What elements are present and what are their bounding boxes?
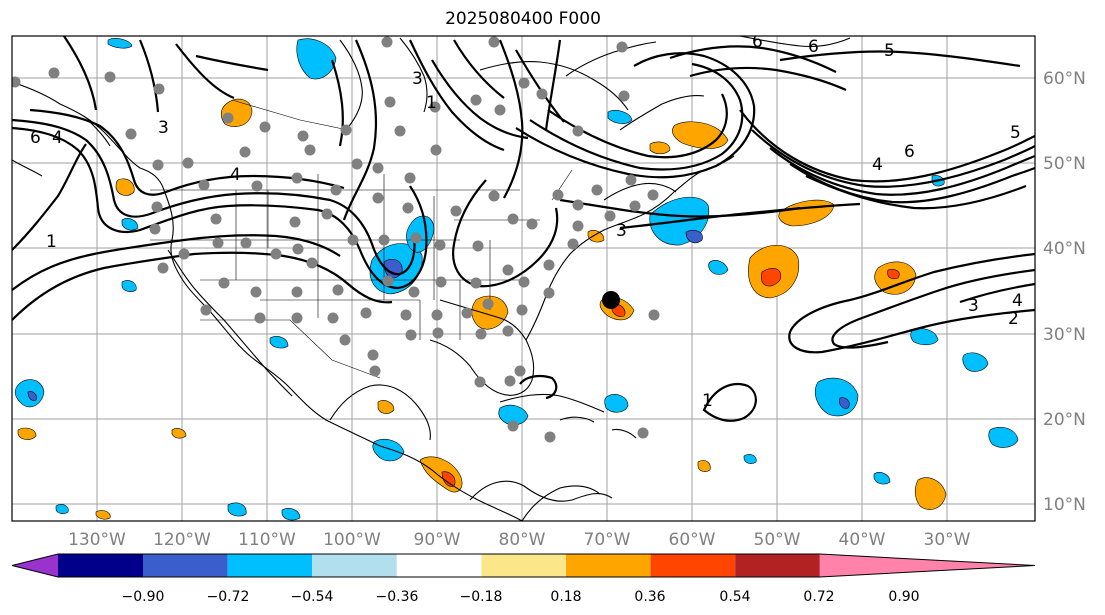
colorbar-tick-label: −0.72 bbox=[207, 589, 250, 605]
colorbar-tick-label: 0.90 bbox=[888, 589, 919, 605]
lat-label: 10°N bbox=[1043, 495, 1086, 515]
contour-label: 6 bbox=[904, 142, 915, 162]
colorbar-tick-label: −0.54 bbox=[291, 589, 334, 605]
colorbar-tick-label: 0.54 bbox=[719, 589, 750, 605]
colorbar-segment bbox=[650, 554, 736, 577]
contour-label: 1 bbox=[426, 93, 437, 113]
longitude-labels: 130°W 120°W 110°W 100°W 90°W 80°W 70°W 6… bbox=[68, 530, 971, 550]
colorbar-tick-label: 0.18 bbox=[550, 589, 581, 605]
contour-label: 4 bbox=[872, 155, 883, 175]
contour-label: 4 bbox=[1012, 291, 1023, 311]
colorbar-segment bbox=[312, 554, 397, 577]
contour-label: 1 bbox=[702, 391, 713, 411]
colorbar-segment bbox=[396, 554, 482, 577]
colorbar-segment bbox=[735, 554, 820, 577]
contour-lines bbox=[12, 36, 1035, 422]
contour-label: 3 bbox=[968, 296, 979, 316]
colorbar-extend-low bbox=[12, 554, 58, 577]
latitude-labels: 60°N 50°N 40°N 30°N 20°N 10°N bbox=[1043, 69, 1086, 515]
colorbar-tick-labels: −0.90 −0.72 −0.54 −0.36 −0.18 0.18 0.36 … bbox=[122, 589, 920, 605]
contour-label: 6 bbox=[30, 128, 41, 148]
colorbar-extend-high bbox=[819, 554, 1035, 577]
lon-label: 60°W bbox=[669, 530, 716, 550]
colorbar-tick-label: −0.18 bbox=[460, 589, 503, 605]
colorbar-tick-label: 0.36 bbox=[634, 589, 665, 605]
lon-label: 110°W bbox=[238, 530, 296, 550]
colorbar-segment bbox=[227, 554, 313, 577]
contour-label: 5 bbox=[884, 41, 895, 61]
colorbar bbox=[11, 553, 1036, 578]
map-title: 2025080400 F000 bbox=[445, 9, 601, 29]
lat-label: 20°N bbox=[1043, 410, 1086, 430]
contour-label: 1 bbox=[46, 232, 57, 252]
contour-label: 4 bbox=[230, 165, 241, 185]
colorbar-segment bbox=[58, 554, 143, 577]
contour-label: 2 bbox=[1008, 309, 1019, 329]
lat-label: 60°N bbox=[1043, 69, 1086, 89]
colorbar-segment bbox=[481, 554, 566, 577]
colorbar-segment bbox=[143, 554, 228, 577]
station-markers bbox=[12, 36, 660, 443]
colorbar-tick-label: −0.36 bbox=[376, 589, 419, 605]
contour-labels: 6 4 3 4 1 1 3 6 6 5 3 4 6 5 3 4 2 1 bbox=[30, 32, 1023, 411]
lon-label: 120°W bbox=[153, 530, 211, 550]
contour-label: 3 bbox=[616, 221, 627, 241]
colorbar-outline bbox=[11, 553, 1036, 578]
colorbar-segment bbox=[566, 554, 651, 577]
map-border bbox=[11, 35, 1036, 522]
highlight-point-marker bbox=[602, 291, 620, 309]
lon-label: 130°W bbox=[68, 530, 126, 550]
colorbar-tick-label: −0.90 bbox=[122, 589, 165, 605]
lon-label: 90°W bbox=[414, 530, 461, 550]
lon-label: 30°W bbox=[924, 530, 971, 550]
contour-label: 6 bbox=[752, 32, 763, 52]
lon-label: 50°W bbox=[754, 530, 801, 550]
lon-label: 80°W bbox=[499, 530, 546, 550]
contour-label: 4 bbox=[52, 128, 63, 148]
lon-label: 70°W bbox=[584, 530, 631, 550]
contour-label: 5 bbox=[1010, 123, 1021, 143]
contour-label: 6 bbox=[808, 37, 819, 57]
lon-label: 100°W bbox=[323, 530, 381, 550]
colorbar-tick-label: 0.72 bbox=[803, 589, 834, 605]
lat-label: 40°N bbox=[1043, 239, 1086, 259]
lat-label: 30°N bbox=[1043, 325, 1086, 345]
lon-label: 40°W bbox=[839, 530, 886, 550]
contour-label: 3 bbox=[158, 118, 169, 138]
lat-label: 50°N bbox=[1043, 154, 1086, 174]
contour-label: 3 bbox=[412, 69, 423, 89]
